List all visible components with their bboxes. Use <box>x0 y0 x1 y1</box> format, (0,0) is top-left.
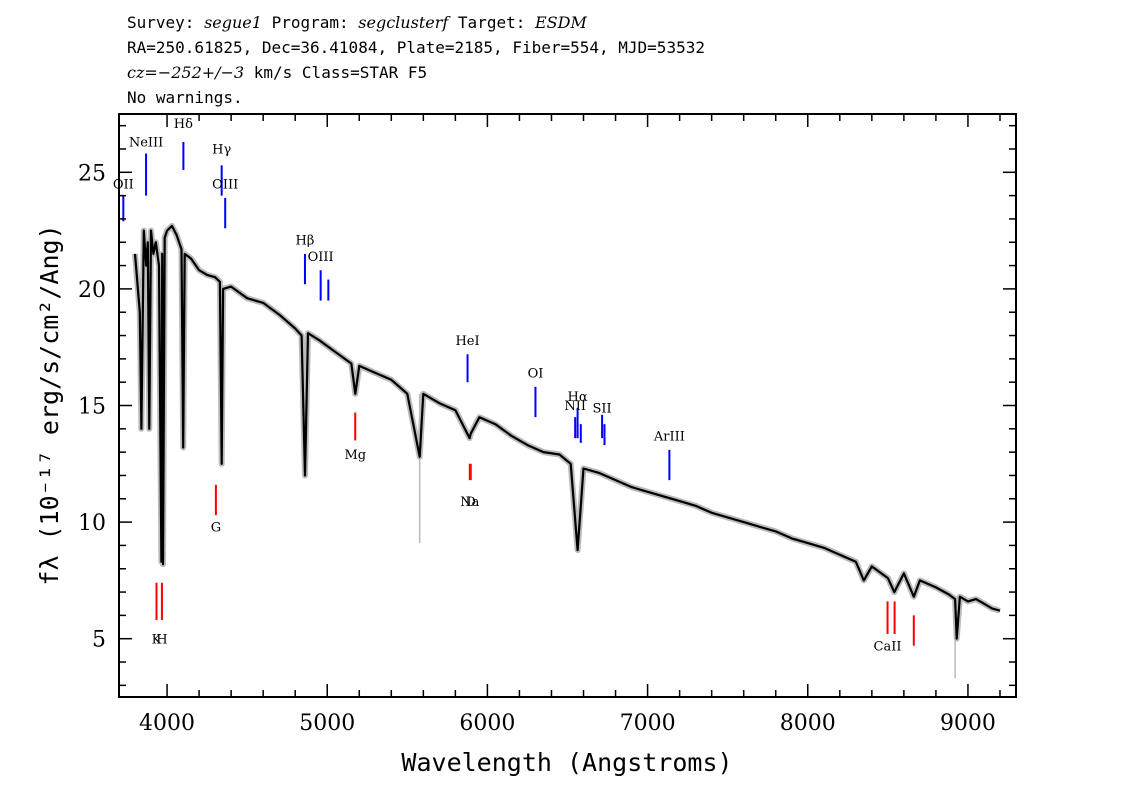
header-line-3: cz=−252+/−3 km/s Class=STAR F5 <box>127 63 427 83</box>
emission-line-label: ArIII <box>653 429 685 444</box>
x-tick-label: 5000 <box>299 711 355 736</box>
absorption-line-label: CaII <box>874 639 902 654</box>
absorption-line-label: G <box>211 520 221 535</box>
emission-line-label: NII <box>564 399 586 414</box>
emission-line-label: Hβ <box>296 234 315 249</box>
absorption-line-label: Mg <box>344 448 366 463</box>
target-label: Target: <box>457 13 526 32</box>
program-value: segclusterf <box>358 13 449 32</box>
spectrum-line <box>133 224 1001 640</box>
y-tick-label: 25 <box>78 161 106 186</box>
spectrum-error-band <box>132 222 1001 642</box>
program-label: Program: <box>271 13 349 32</box>
y-tick-label: 20 <box>78 278 106 303</box>
emission-line-label: OIII <box>308 250 334 265</box>
emission-line-label: OII <box>113 178 134 193</box>
x-tick-label: 9000 <box>940 711 996 736</box>
header-line-2: RA=250.61825, Dec=36.41084, Plate=2185, … <box>127 38 705 57</box>
target-value: ESDM <box>535 13 587 32</box>
emission-line-label: OIII <box>212 178 238 193</box>
y-axis-title-group: fλ (10⁻¹⁷ erg/s/cm²/Ang) <box>35 224 64 585</box>
survey-label: Survey: <box>127 13 195 32</box>
absorption-line-label: Na <box>460 495 479 510</box>
spectral-lines-layer <box>122 141 915 646</box>
x-tick-label: 6000 <box>459 711 515 736</box>
emission-line-label: Hγ <box>212 143 231 158</box>
line-labels-layer: OIINeIIIHδHγOIIIHβOIIIHeIOINIIHαSIIArIII… <box>113 117 902 654</box>
emission-line-label: SII <box>593 401 612 416</box>
y-axis-title: fλ (10⁻¹⁷ erg/s/cm²/Ang) <box>35 224 64 585</box>
emission-line-label: NeIII <box>129 136 163 151</box>
noise-layer <box>418 393 956 679</box>
absorption-line-label: K <box>152 632 162 647</box>
absorption-line-label: D <box>466 495 476 510</box>
redshift-value: cz=−252+/−3 <box>127 63 245 82</box>
spectrum-layer <box>132 222 1001 642</box>
survey-value: segue1 <box>204 13 262 32</box>
emission-line-label: OI <box>528 367 544 382</box>
y-tick-label: 15 <box>78 395 106 420</box>
axis-ticks: 4000 5000 6000 7000 8000 9000 5 10 15 20 25 <box>78 114 1016 736</box>
x-tick-label: 7000 <box>620 711 676 736</box>
header-line-4: No warnings. <box>127 88 243 107</box>
x-tick-label: 8000 <box>780 711 836 736</box>
y-tick-label: 5 <box>92 628 106 653</box>
y-tick-label: 10 <box>78 511 106 536</box>
emission-line-label: Hδ <box>174 117 193 132</box>
class-value: km/s Class=STAR F5 <box>244 63 428 82</box>
header-line-1: Survey: segue1 Program: segclusterf Targ… <box>127 13 587 33</box>
x-tick-label: 4000 <box>139 711 195 736</box>
emission-line-label: HeI <box>455 334 479 349</box>
emission-line-label: Hα <box>568 390 588 405</box>
absorption-line-label: H <box>156 632 167 647</box>
x-axis-title: Wavelength (Angstroms) <box>401 748 732 777</box>
